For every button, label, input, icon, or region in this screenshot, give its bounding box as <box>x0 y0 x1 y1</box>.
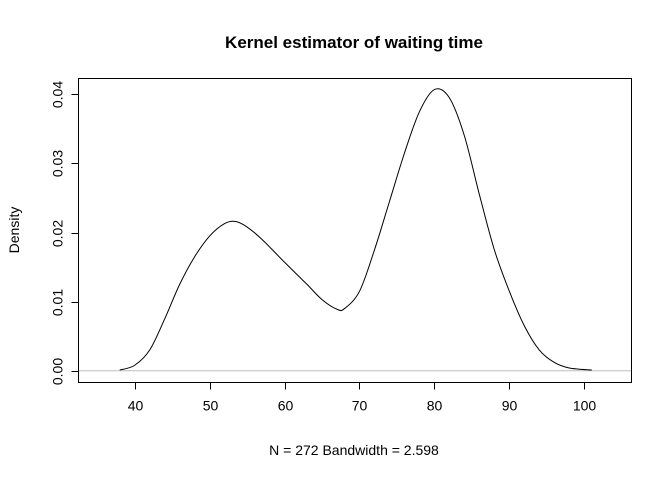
y-tick-label: 0.00 <box>50 358 66 385</box>
x-tick-label: 60 <box>278 398 294 414</box>
plot-frame <box>78 78 632 383</box>
y-axis: 0.00 0.01 0.02 0.03 0.04 <box>50 81 79 385</box>
x-axis-label: N = 272 Bandwidth = 2.598 <box>269 442 439 458</box>
y-axis-label: Density <box>6 207 22 254</box>
density-curve <box>119 88 592 371</box>
x-tick-label: 90 <box>502 398 518 414</box>
x-axis: 40 50 60 70 80 90 100 <box>128 382 597 414</box>
x-tick-label: 100 <box>573 398 597 414</box>
x-tick-label: 80 <box>427 398 443 414</box>
y-tick-label: 0.03 <box>50 150 66 177</box>
chart-title: Kernel estimator of waiting time <box>225 33 483 52</box>
x-tick-label: 50 <box>203 398 219 414</box>
x-tick-label: 70 <box>352 398 368 414</box>
y-tick-label: 0.01 <box>50 289 66 316</box>
x-tick-label: 40 <box>128 398 144 414</box>
y-tick-label: 0.02 <box>50 220 66 247</box>
y-tick-label: 0.04 <box>50 81 66 108</box>
